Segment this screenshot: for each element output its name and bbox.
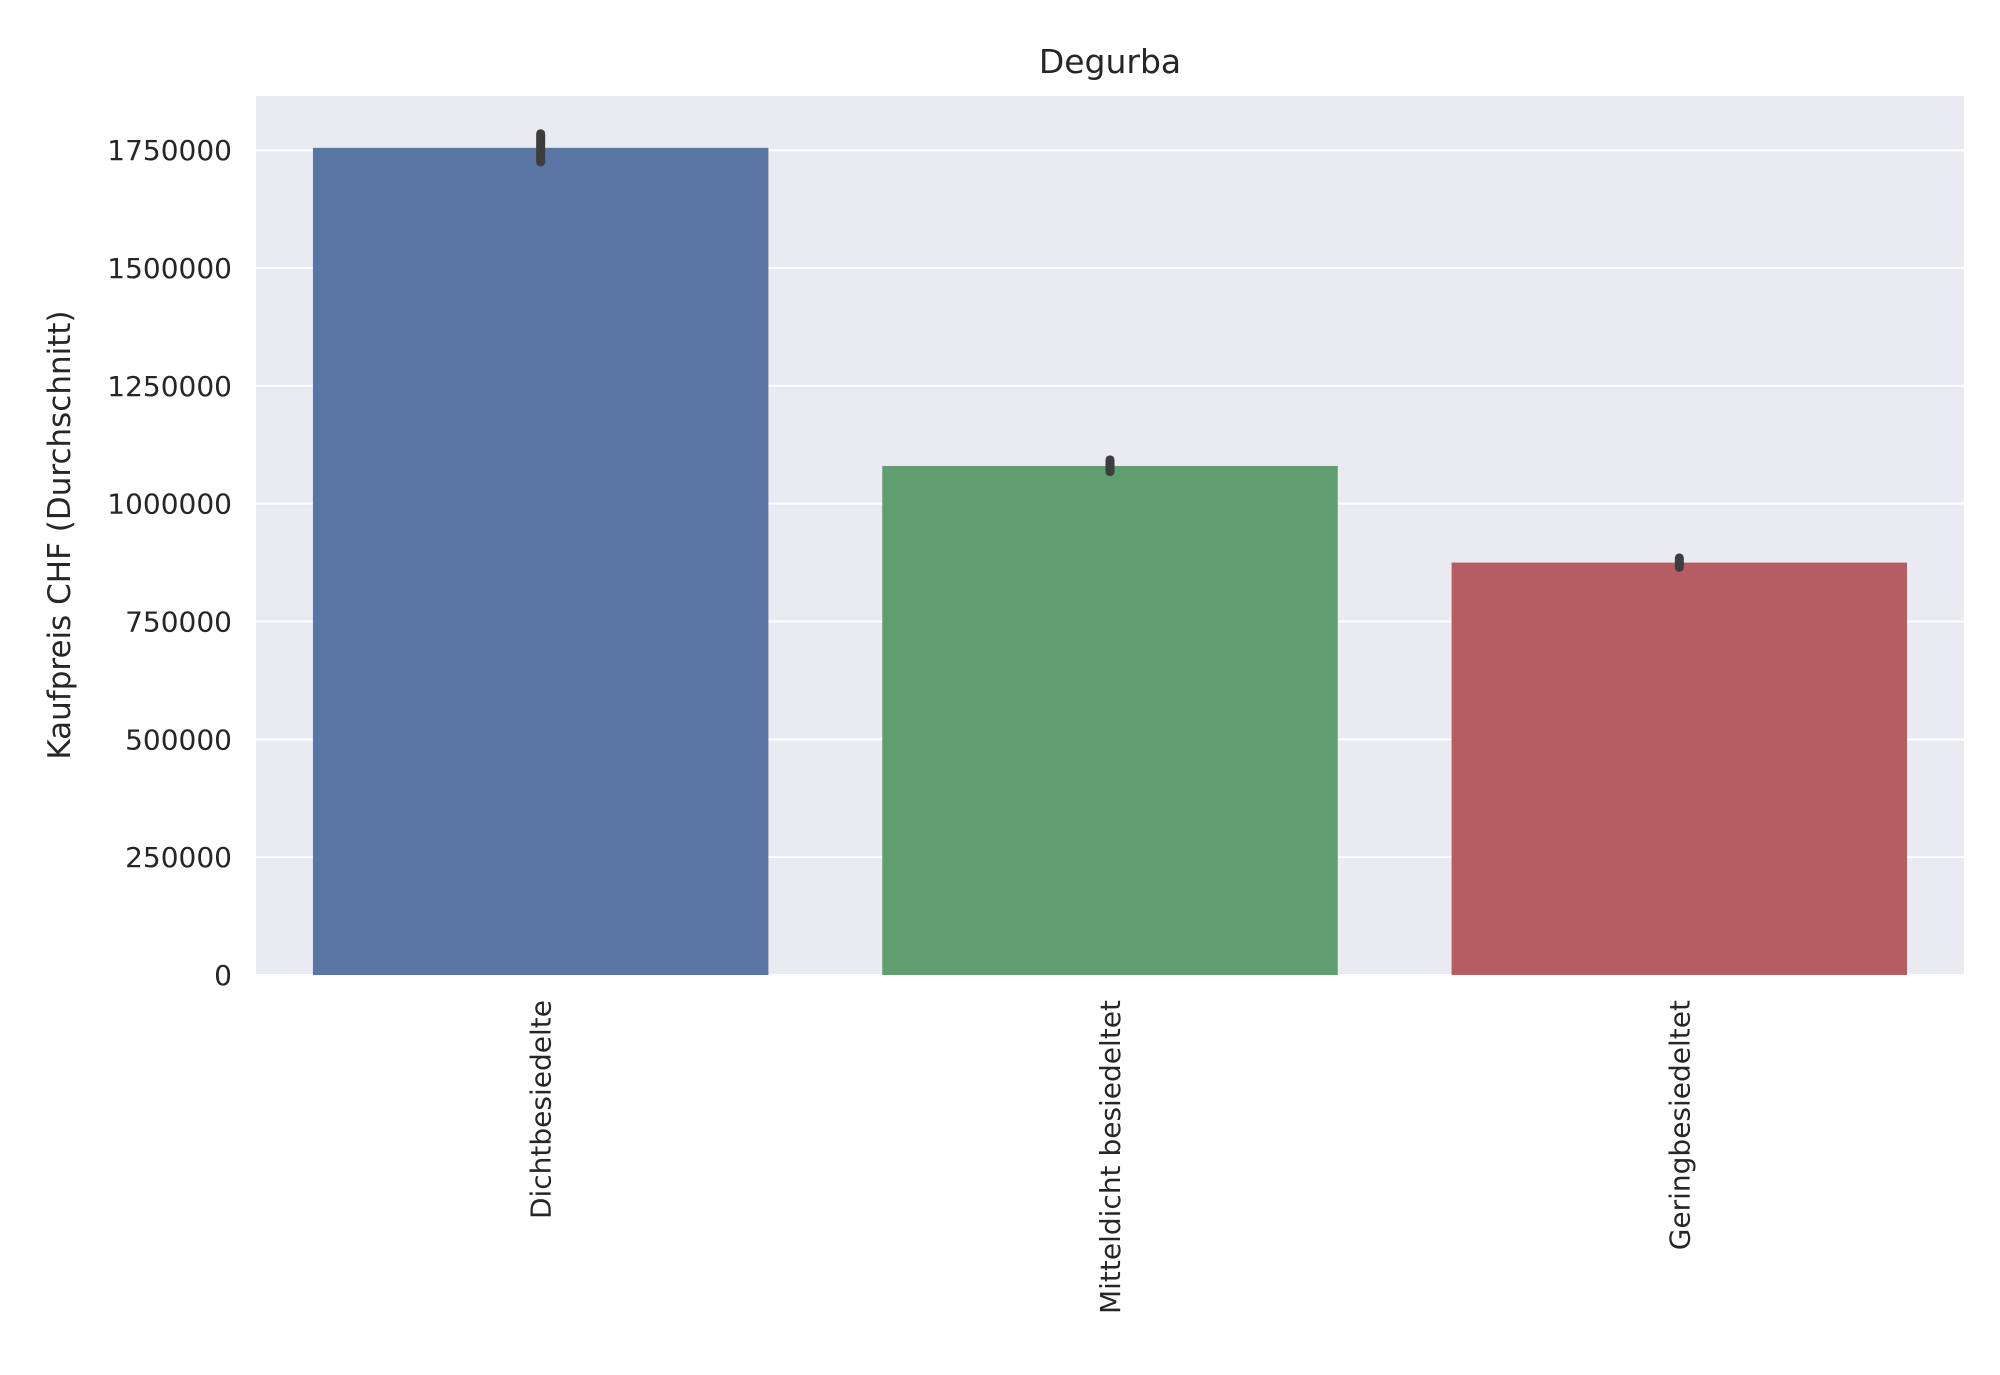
bar-1 — [312, 147, 769, 976]
bar-2 — [882, 465, 1338, 975]
x-tick-label: Dichtbesiedelte — [525, 1000, 558, 1219]
y-tick-label: 500000 — [125, 723, 232, 756]
x-tick-labels: Dichtbesiedelte Mitteldicht besiedeltet Ge… — [525, 1000, 1697, 1314]
y-tick-label: 750000 — [125, 606, 232, 639]
y-tick-label: 1000000 — [107, 488, 232, 521]
y-tick-label: 0 — [214, 959, 232, 992]
x-tick-label: Geringbesiedeltet — [1663, 1000, 1696, 1250]
bar-3 — [1451, 562, 1908, 975]
error-bars — [536, 129, 1684, 572]
y-tick-label: 1250000 — [107, 370, 232, 403]
y-tick-label: 1750000 — [107, 134, 232, 167]
bars — [312, 147, 1908, 976]
y-axis-title: Kaufpreis CHF (Durchschnitt) — [42, 310, 78, 759]
y-tick-label: 1500000 — [107, 252, 232, 285]
y-tick-label: 250000 — [125, 841, 232, 874]
chart-title: Degurba — [1039, 42, 1181, 81]
y-tick-labels: 0 250000 500000 750000 1000000 1250000 1500000… — [107, 134, 232, 992]
x-tick-label: Mitteldicht besiedeltet — [1094, 1000, 1127, 1314]
